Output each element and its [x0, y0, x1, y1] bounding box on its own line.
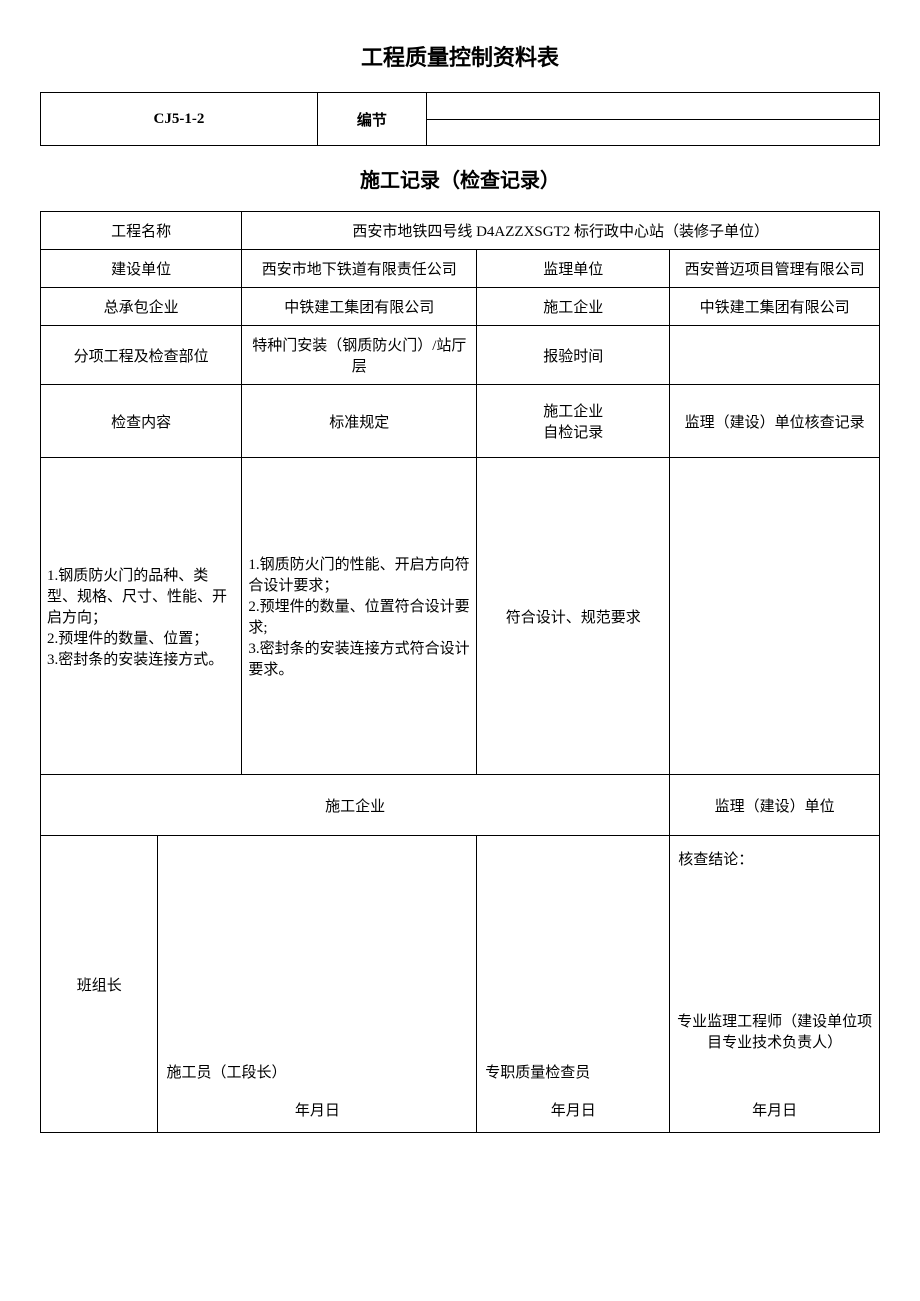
form-code: CJ5-1-2: [41, 93, 318, 146]
general-contractor-value: 中铁建工集团有限公司: [242, 288, 477, 326]
constructor-date: 年月日: [158, 1099, 476, 1120]
row-subitem: 分项工程及检查部位 特种门安装（钢质防火门）/站厅层 报验时间: [41, 326, 880, 385]
standard-text: 1.钢质防火门的性能、开启方向符合设计要求； 2.预埋件的数量、位置符合设计要求…: [242, 458, 477, 775]
main-table: 工程名称 西安市地铁四号线 D4AZZXSGT2 标行政中心站（装修子单位） 建…: [40, 211, 880, 1133]
supervise-check-text: [670, 458, 880, 775]
quality-inspector-label: 专职质量检查员: [485, 1061, 590, 1082]
constructor-block: 施工员（工段长） 年月日: [158, 836, 477, 1133]
section-label: 编节: [317, 93, 426, 146]
section-value-cell: [426, 93, 879, 146]
standard-label: 标准规定: [242, 385, 477, 458]
row-contractor: 总承包企业 中铁建工集团有限公司 施工企业 中铁建工集团有限公司: [41, 288, 880, 326]
row-signatures: 班组长 施工员（工段长） 年月日 专职质量检查员 年月日 核查结论： 专业监理工…: [41, 836, 880, 1133]
subitem-label: 分项工程及检查部位: [41, 326, 242, 385]
section-divider-line: [427, 119, 879, 120]
row-enterprise-header: 施工企业 监理（建设）单位: [41, 775, 880, 836]
report-time-label: 报验时间: [477, 326, 670, 385]
self-check-label-line1: 施工企业: [483, 400, 663, 421]
project-name-label: 工程名称: [41, 212, 242, 250]
constructor-label: 施工员（工段长）: [166, 1061, 286, 1082]
subtitle: 施工记录（检查记录）: [40, 164, 880, 193]
inspector-block: 专职质量检查员 年月日: [477, 836, 670, 1133]
row-content: 1.钢质防火门的品种、类型、规格、尺寸、性能、开启方向； 2.预埋件的数量、位置…: [41, 458, 880, 775]
check-content-label: 检查内容: [41, 385, 242, 458]
supervisor-block: 核查结论： 专业监理工程师（建设单位项目专业技术负责人） 年月日: [670, 836, 880, 1133]
construct-enterprise-label: 施工企业: [477, 288, 670, 326]
row-project-name: 工程名称 西安市地铁四号线 D4AZZXSGT2 标行政中心站（装修子单位）: [41, 212, 880, 250]
self-check-text: 符合设计、规范要求: [477, 458, 670, 775]
main-title: 工程质量控制资料表: [40, 40, 880, 72]
subitem-value: 特种门安装（钢质防火门）/站厅层: [242, 326, 477, 385]
supervise-unit-label: 监理单位: [477, 250, 670, 288]
build-unit-value: 西安市地下铁道有限责任公司: [242, 250, 477, 288]
build-unit-label: 建设单位: [41, 250, 242, 288]
conclusion-label: 核查结论：: [678, 848, 753, 869]
supervise-unit-value: 西安普迈项目管理有限公司: [670, 250, 880, 288]
self-check-label: 施工企业 自检记录: [477, 385, 670, 458]
team-leader-label: 班组长: [41, 836, 158, 1133]
engineer-label: 专业监理工程师（建设单位项目专业技术负责人）: [670, 1010, 879, 1052]
row-build-unit: 建设单位 西安市地下铁道有限责任公司 监理单位 西安普迈项目管理有限公司: [41, 250, 880, 288]
construct-enterprise-header: 施工企业: [41, 775, 670, 836]
row-headers: 检查内容 标准规定 施工企业 自检记录 监理（建设）单位核查记录: [41, 385, 880, 458]
inspector-date: 年月日: [477, 1099, 669, 1120]
self-check-label-line2: 自检记录: [483, 421, 663, 442]
supervise-unit-header: 监理（建设）单位: [670, 775, 880, 836]
check-content-text: 1.钢质防火门的品种、类型、规格、尺寸、性能、开启方向； 2.预埋件的数量、位置…: [41, 458, 242, 775]
report-time-value: [670, 326, 880, 385]
project-name-value: 西安市地铁四号线 D4AZZXSGT2 标行政中心站（装修子单位）: [242, 212, 880, 250]
header-table: CJ5-1-2 编节: [40, 92, 880, 146]
construct-enterprise-value: 中铁建工集团有限公司: [670, 288, 880, 326]
general-contractor-label: 总承包企业: [41, 288, 242, 326]
supervise-check-label: 监理（建设）单位核查记录: [670, 385, 880, 458]
supervisor-date: 年月日: [670, 1099, 879, 1120]
